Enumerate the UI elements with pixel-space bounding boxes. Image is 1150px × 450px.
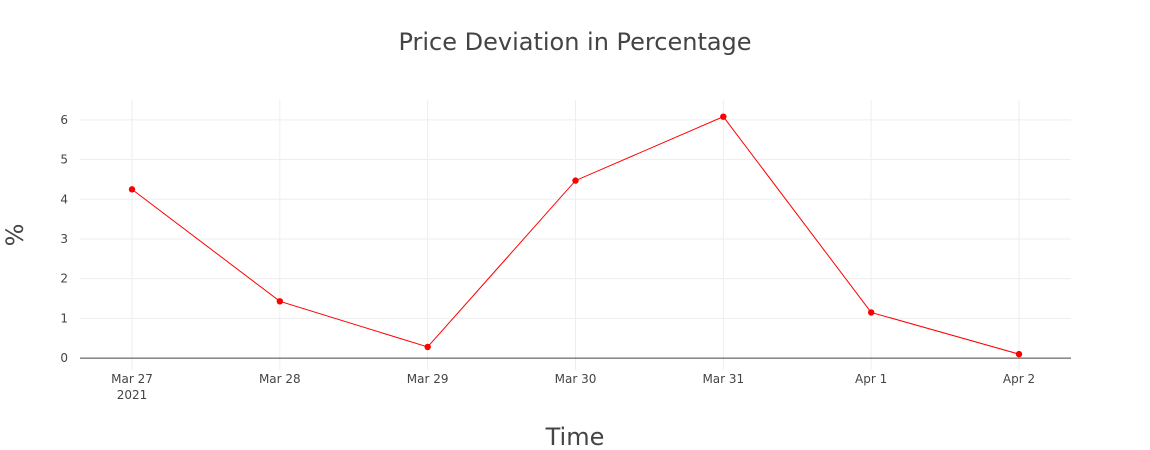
x-tick-label: Mar 31 (702, 372, 744, 386)
y-axis-title: % (1, 224, 29, 247)
x-tick-label: Mar 29 (407, 372, 449, 386)
chart-title: Price Deviation in Percentage (398, 28, 751, 56)
y-tick-label: 5 (60, 153, 68, 167)
data-point (128, 186, 136, 193)
x-tick-labels: Mar 27 Mar 28 Mar 29 Mar 30 Mar 31 Apr 1 Apr 2… (111, 372, 1035, 402)
x-tick-label: Mar 30 (555, 372, 597, 386)
y-tick-label: 2 (60, 272, 68, 286)
y-tick-labels: 0 1 2 3 4 5 6 (60, 113, 68, 365)
y-tick-label: 0 (60, 351, 68, 365)
y-tick-label: 3 (60, 232, 68, 246)
data-point (276, 298, 284, 305)
x-gridlines (131, 100, 1020, 370)
data-point (720, 113, 727, 120)
y-tick-label: 6 (60, 113, 68, 127)
x-tick-year-label: 2021 (117, 388, 148, 402)
y-tick-label: 1 (60, 311, 68, 325)
x-tick-label: Apr 2 (1003, 372, 1035, 386)
data-point (1015, 350, 1023, 358)
series-layer (128, 113, 1023, 358)
x-tick-label: Mar 27 (111, 372, 153, 386)
y-tick-label: 4 (60, 192, 68, 206)
data-point (572, 177, 579, 184)
x-axis-title: Time (545, 423, 605, 450)
y-gridlines (80, 119, 1071, 319)
data-point (867, 309, 875, 316)
x-tick-label: Apr 1 (855, 372, 887, 386)
data-point (424, 343, 431, 351)
x-tick-label: Mar 28 (259, 372, 301, 386)
